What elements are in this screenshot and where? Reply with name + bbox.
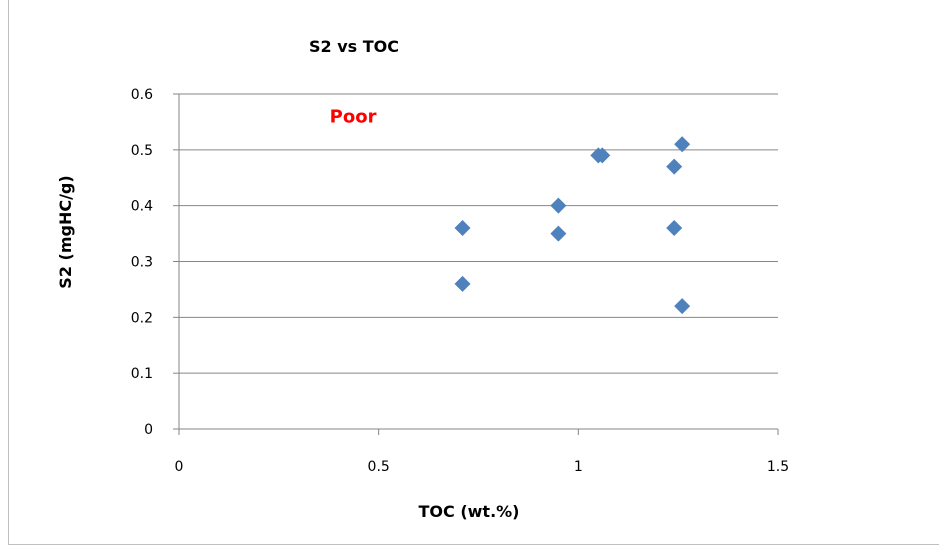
y-tick-label: 0 (144, 422, 153, 438)
x-tick-label: 0.5 (368, 459, 390, 475)
y-axis-title: S2 (mgHC/g) (56, 175, 75, 288)
tick-labels: 0 0.1 0.2 0.3 0.4 0.5 0.6 0 0.5 1 1.5 (131, 87, 789, 475)
chart-title: S2 vs TOC (309, 37, 399, 56)
chart-area: 0 0.1 0.2 0.3 0.4 0.5 0.6 0 0.5 1 1.5 S2 vs TOC TO… (8, 0, 939, 545)
y-tick-label: 0.2 (131, 310, 153, 326)
data-point (666, 158, 683, 175)
y-tick-label: 0.4 (131, 199, 153, 215)
data-point (674, 136, 691, 153)
data-point (454, 220, 471, 236)
data-point (666, 220, 683, 236)
x-tick-label: 1 (574, 459, 583, 475)
data-point (594, 147, 611, 164)
data-point (550, 197, 567, 214)
y-tick-label: 0.5 (131, 143, 153, 159)
axis-layer (173, 93, 779, 435)
y-tick-label: 0.1 (131, 366, 153, 382)
scatter-chart: 0 0.1 0.2 0.3 0.4 0.5 0.6 0 0.5 1 1.5 S2 vs TOC TO… (56, 37, 789, 521)
grid-layer (179, 93, 778, 374)
data-point (674, 298, 691, 315)
data-points (454, 136, 691, 315)
annotation-poor: Poor (330, 106, 377, 127)
data-point (550, 225, 567, 242)
y-tick-label: 0.6 (131, 87, 153, 103)
x-axis-title: TOC (wt.%) (419, 502, 520, 521)
x-tick-label: 0 (175, 459, 184, 475)
y-tick-label: 0.3 (131, 255, 153, 271)
x-tick-label: 1.5 (767, 459, 789, 475)
data-point (454, 275, 471, 292)
